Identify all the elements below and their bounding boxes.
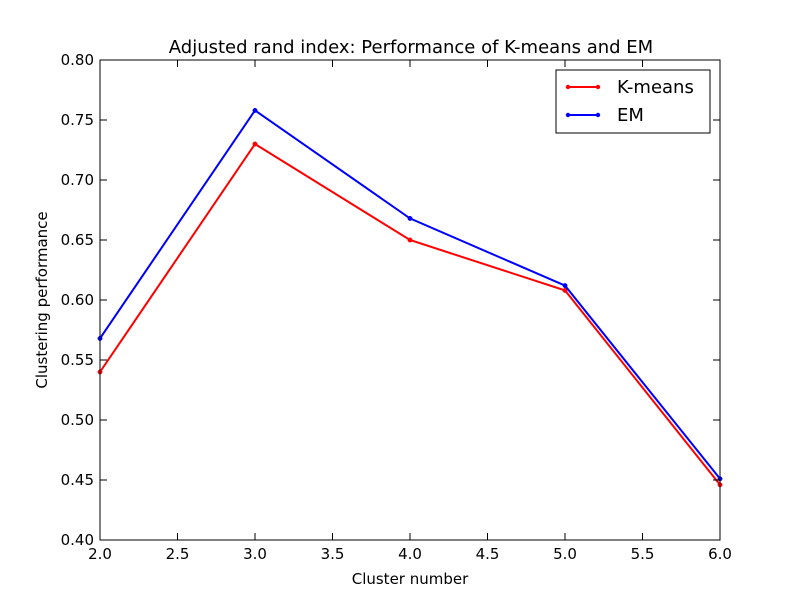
data-point-em: [562, 283, 568, 289]
x-tick-label: 6.0: [708, 545, 732, 563]
x-tick-label: 4.0: [398, 545, 422, 563]
y-tick-label: 0.40: [61, 531, 94, 549]
plot-area: [97, 107, 723, 488]
y-tick-label: 0.45: [61, 471, 94, 489]
x-tick-label: 2.0: [88, 545, 112, 563]
legend-label-k-means: K-means: [617, 77, 694, 98]
x-tick-label: 5.0: [553, 545, 577, 563]
y-axis-title: Clustering performance: [33, 211, 51, 388]
y-tick-label: 0.75: [61, 111, 94, 129]
x-tick-label: 3.5: [321, 545, 345, 563]
legend-label-em: EM: [617, 105, 644, 126]
y-tick-label: 0.50: [61, 411, 94, 429]
data-point-k-means: [407, 237, 413, 243]
legend: K-means EM: [555, 69, 711, 134]
x-axis-title: Cluster number: [352, 570, 469, 588]
legend-marker-k-means: [565, 84, 571, 90]
legend-marker-k-means: [595, 84, 601, 90]
x-tick-label: 2.5: [166, 545, 190, 563]
series-line-em: [99, 109, 721, 480]
data-point-em: [407, 215, 413, 221]
y-tick-label: 0.65: [61, 231, 94, 249]
x-tick-label: 5.5: [631, 545, 655, 563]
axes: 2.0 2.5 3.0 3.5 4.0 4.5 5.0 5.5 6.0 0.40 0.45 0.50 0…: [61, 51, 732, 563]
y-tick-label: 0.80: [61, 51, 94, 69]
x-tick-label: 3.0: [243, 545, 267, 563]
legend-box: [555, 69, 711, 134]
y-tick-label: 0.60: [61, 291, 94, 309]
x-tick-label: 4.5: [476, 545, 500, 563]
data-point-em: [252, 107, 258, 113]
data-point-k-means: [562, 287, 568, 293]
legend-marker-em: [595, 112, 601, 118]
series-line-k-means: [99, 142, 721, 486]
data-point-k-means: [252, 141, 258, 147]
chart-title: Adjusted rand index: Performance of K-me…: [169, 37, 653, 58]
y-tick-label: 0.70: [61, 171, 94, 189]
legend-marker-em: [565, 112, 571, 118]
y-tick-label: 0.55: [61, 351, 94, 369]
